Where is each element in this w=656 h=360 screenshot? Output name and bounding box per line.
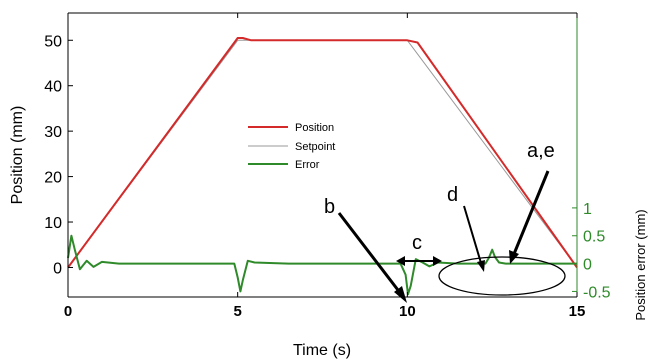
arrow-ae-shaft xyxy=(512,170,550,255)
series-line-position xyxy=(67,37,578,269)
annotation-b: b xyxy=(324,196,335,218)
annotations: b c d a,e xyxy=(324,140,566,303)
y-axis-label: Position (mm) xyxy=(9,106,26,205)
arrow-c-head-right xyxy=(433,256,442,266)
y-tick-label: 20 xyxy=(44,170,62,187)
series-line-setpoint xyxy=(67,39,578,268)
y2-tick-label: -0.5 xyxy=(583,284,611,301)
annotation-c: c xyxy=(412,232,422,254)
series-line-error xyxy=(67,234,577,296)
y-tick-label: 50 xyxy=(44,33,62,50)
legend: Position Setpoint Error xyxy=(248,122,335,171)
y2-axis-label: Position error (mm) xyxy=(633,209,648,320)
y-tick-label: 10 xyxy=(44,215,62,232)
y-tick-label: 30 xyxy=(44,124,62,141)
annotation-a-e: a,e xyxy=(527,140,555,162)
arrow-b-head xyxy=(394,286,407,303)
x-tick-label: 0 xyxy=(64,303,72,320)
y2-tick-label: 0 xyxy=(583,257,592,274)
x-tick-label: 5 xyxy=(233,303,241,320)
arrow-b-shaft xyxy=(337,212,403,295)
arrow-c-head-left xyxy=(396,256,405,266)
legend-label-position: Position xyxy=(295,122,334,134)
annotation-d: d xyxy=(447,184,458,206)
annotation-ellipse xyxy=(438,256,566,296)
y-tick-label: 0 xyxy=(53,260,62,277)
legend-label-setpoint: Setpoint xyxy=(295,141,335,153)
arrow-d-shaft xyxy=(463,205,482,264)
y2-tick-label: 1 xyxy=(583,201,592,218)
x-axis-label: Time (s) xyxy=(293,342,351,359)
y2-tick-label: 0.5 xyxy=(583,229,605,246)
y-tick-label: 40 xyxy=(44,79,62,96)
x-tick-label: 15 xyxy=(569,303,586,320)
x-tick-label: 10 xyxy=(399,303,416,320)
arrow-ae-head xyxy=(509,250,519,264)
arrow-d-head xyxy=(477,260,485,272)
legend-label-error: Error xyxy=(295,159,320,171)
